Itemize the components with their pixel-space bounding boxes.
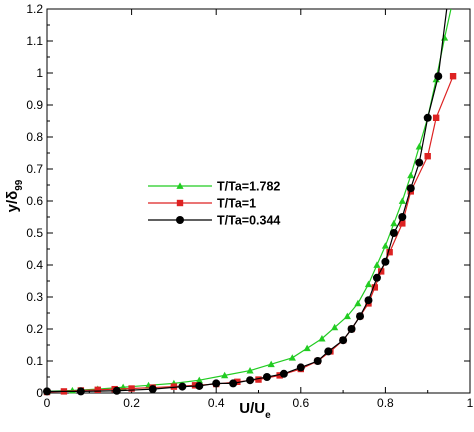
data-point	[415, 143, 423, 150]
legend-label: T/Ta=0.344	[217, 214, 280, 228]
y-axis-label: y/δ99	[4, 179, 25, 212]
legend-label: T/Ta=1	[217, 197, 256, 211]
data-point	[255, 376, 262, 383]
data-point	[296, 363, 305, 372]
y-tick-label: 0.8	[26, 130, 43, 144]
data-point	[347, 325, 356, 333]
data-point	[148, 385, 157, 394]
y-axis-label-subscript: 99	[14, 179, 25, 191]
data-point	[76, 387, 85, 396]
legend-marker	[176, 216, 184, 224]
y-tick-label: 0.1	[26, 354, 43, 368]
legend-item: T/Ta=0.344	[148, 214, 280, 228]
legend-label: T/Ta=1.782	[217, 180, 280, 194]
data-point	[43, 387, 51, 396]
series-group	[43, 8, 457, 396]
y-tick-label: 0.5	[26, 226, 43, 240]
data-point	[262, 373, 271, 381]
data-point	[423, 113, 432, 122]
series-line	[46, 75, 454, 393]
data-point	[377, 268, 385, 275]
x-axis-label-main: U/U	[239, 400, 265, 417]
data-point	[398, 213, 407, 221]
data-point	[279, 369, 288, 378]
series-3	[43, 8, 448, 396]
x-tick-label: 0.4	[208, 396, 225, 410]
data-point	[128, 385, 135, 392]
data-point	[234, 378, 241, 385]
data-point	[449, 73, 457, 80]
data-point	[441, 34, 449, 41]
y-tick-label: 0	[36, 386, 43, 400]
data-point	[276, 372, 283, 379]
x-tick-label: 1	[467, 396, 474, 410]
data-point	[399, 220, 406, 227]
x-tick-label: 0.2	[123, 396, 140, 410]
data-point	[195, 376, 203, 384]
data-point	[229, 379, 238, 388]
data-point	[170, 383, 178, 390]
data-point	[267, 360, 275, 368]
data-point	[246, 367, 254, 374]
x-tick-label: 0.6	[292, 396, 309, 410]
data-point	[432, 114, 440, 121]
data-point	[288, 354, 296, 361]
data-point	[373, 261, 381, 268]
data-point	[195, 381, 204, 390]
y-tick-label: 0.7	[26, 162, 43, 176]
x-axis-label-subscript: e	[265, 410, 271, 421]
y-tick-label: 0.4	[26, 258, 43, 272]
data-point	[178, 382, 187, 391]
y-tick-label: 1	[36, 66, 43, 80]
legend-marker	[176, 199, 184, 207]
data-point	[434, 72, 443, 81]
data-point	[371, 284, 379, 291]
y-tick-label: 0.6	[26, 194, 43, 208]
axes: 0 0.2 0.4 0.6 0.8 1 0 0.1 0.2 0.3 0.4 0.5 0.6 0.7 0.8 0…	[26, 2, 473, 410]
data-point	[303, 344, 311, 352]
data-point	[94, 386, 101, 393]
legend-item: T/Ta=1	[148, 197, 256, 211]
legend: T/Ta=1.782 T/Ta=1 T/Ta=0.344	[148, 180, 280, 228]
data-point	[354, 299, 362, 307]
legend-item: T/Ta=1.782	[148, 180, 280, 194]
data-point	[415, 158, 424, 167]
data-point	[398, 197, 406, 204]
data-point	[381, 257, 390, 266]
x-axis-label: U/Ue	[239, 400, 271, 421]
data-point	[318, 335, 326, 342]
data-point	[324, 347, 333, 356]
y-axis-label-main: y/δ	[4, 191, 21, 213]
data-point	[246, 376, 255, 385]
data-point	[356, 312, 365, 321]
legend-marker	[176, 182, 184, 189]
y-tick-label: 0.3	[26, 290, 43, 304]
data-point	[381, 242, 389, 249]
data-point	[364, 296, 373, 305]
data-point	[424, 153, 431, 160]
y-tick-label: 0.2	[26, 322, 43, 336]
data-point	[372, 273, 381, 282]
data-point	[313, 357, 322, 365]
data-point	[406, 184, 415, 193]
data-point	[343, 312, 351, 320]
x-tick-label: 0	[44, 396, 51, 410]
data-point	[390, 219, 398, 227]
data-point	[221, 371, 229, 379]
y-tick-label: 0.9	[26, 98, 43, 112]
data-point	[212, 379, 221, 388]
data-point	[191, 382, 199, 389]
data-point	[386, 249, 393, 256]
y-tick-label: 1.2	[26, 2, 43, 16]
data-point	[407, 171, 415, 179]
y-tick-label: 1.1	[26, 34, 43, 48]
data-point	[389, 229, 398, 237]
data-point	[112, 386, 121, 395]
data-point	[364, 280, 373, 288]
data-point	[339, 336, 348, 345]
x-tick-label: 0.8	[377, 396, 394, 410]
data-point	[331, 323, 339, 331]
